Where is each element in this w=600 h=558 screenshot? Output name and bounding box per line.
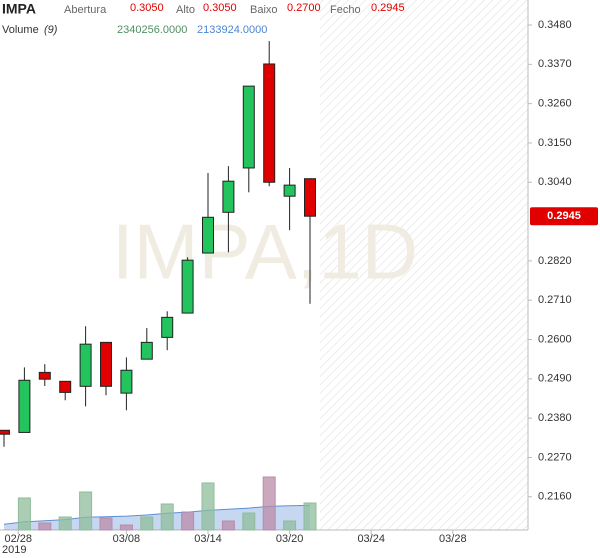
y-tick-label: 0.2490 (538, 373, 572, 385)
volume-bar (17, 497, 31, 531)
low-label: Baixo (250, 4, 278, 16)
x-tick-label: 03/28 (439, 533, 467, 545)
future-area (320, 0, 528, 530)
volume-ma-line (3, 504, 311, 525)
candle-body (38, 371, 51, 380)
y-tick-label: 0.3150 (538, 137, 572, 149)
y-tick-label: 0.3040 (538, 176, 572, 188)
low-value: 0.2700 (287, 2, 321, 14)
close-label: Fecho (330, 4, 361, 16)
volume-period: (9) (44, 24, 58, 36)
y-tick-label: 0.2600 (538, 333, 572, 345)
y-tick-label: 0.3480 (538, 19, 572, 31)
symbol: IMPA (2, 1, 36, 17)
price-tag-bg (530, 207, 598, 226)
open-label: Abertura (64, 4, 107, 16)
candle-body (161, 316, 174, 338)
volume-bar (79, 491, 93, 531)
x-tick-label: 02/28 (5, 533, 33, 545)
volume-bar (58, 516, 72, 531)
candle-body (283, 184, 296, 197)
year-label: 2019 (2, 544, 26, 556)
candle-body (79, 343, 92, 387)
x-tick-label: 03/14 (194, 533, 222, 545)
candle-body (304, 178, 317, 217)
candle-body (202, 216, 215, 254)
candle-body (263, 63, 276, 183)
candle-body (18, 379, 31, 433)
candle-body (222, 180, 235, 213)
volume-bar (221, 520, 235, 531)
y-tick-label: 0.2710 (538, 294, 572, 306)
y-tick-label: 0.2160 (538, 491, 572, 503)
y-tick-label: 0.3260 (538, 98, 572, 110)
high-label: Alto (176, 4, 195, 16)
open-value: 0.3050 (130, 2, 164, 14)
volume-ma-value: 2133924.0000 (197, 24, 267, 36)
candle-body (242, 85, 255, 169)
volume-bar (283, 520, 297, 531)
x-tick-label: 03/08 (113, 533, 141, 545)
candle-body (140, 341, 153, 360)
volume-bar (38, 522, 52, 531)
volume-bar (201, 482, 215, 531)
price-tag: 0.2945 (547, 210, 581, 222)
candle-body (181, 259, 194, 314)
volume-bar (303, 502, 317, 531)
candle-body (99, 341, 112, 387)
high-value: 0.3050 (203, 2, 237, 14)
watermark: IMPA,1D (112, 208, 418, 296)
close-value: 0.2945 (371, 2, 405, 14)
x-tick-label: 03/20 (276, 533, 304, 545)
volume-bar (242, 512, 256, 531)
volume-bar (99, 517, 113, 531)
candle-body (0, 429, 10, 435)
volume-bar (140, 516, 154, 531)
candle-body (120, 369, 133, 394)
volume-bar (262, 476, 276, 531)
volume-label: Volume (2, 24, 39, 36)
y-tick-label: 0.2380 (538, 412, 572, 424)
volume-bar (119, 524, 133, 531)
y-tick-label: 0.2820 (538, 255, 572, 267)
candle-body (59, 380, 72, 393)
volume-value: 2340256.0000 (117, 24, 187, 36)
volume-bar (160, 503, 174, 531)
y-tick-label: 0.2270 (538, 451, 572, 463)
y-tick-label: 0.3370 (538, 58, 572, 70)
x-tick-label: 03/24 (357, 533, 385, 545)
volume-bar (181, 511, 195, 531)
header: IMPA Abertura 0.3050 Alto 0.3050 Baixo 0… (2, 1, 405, 36)
